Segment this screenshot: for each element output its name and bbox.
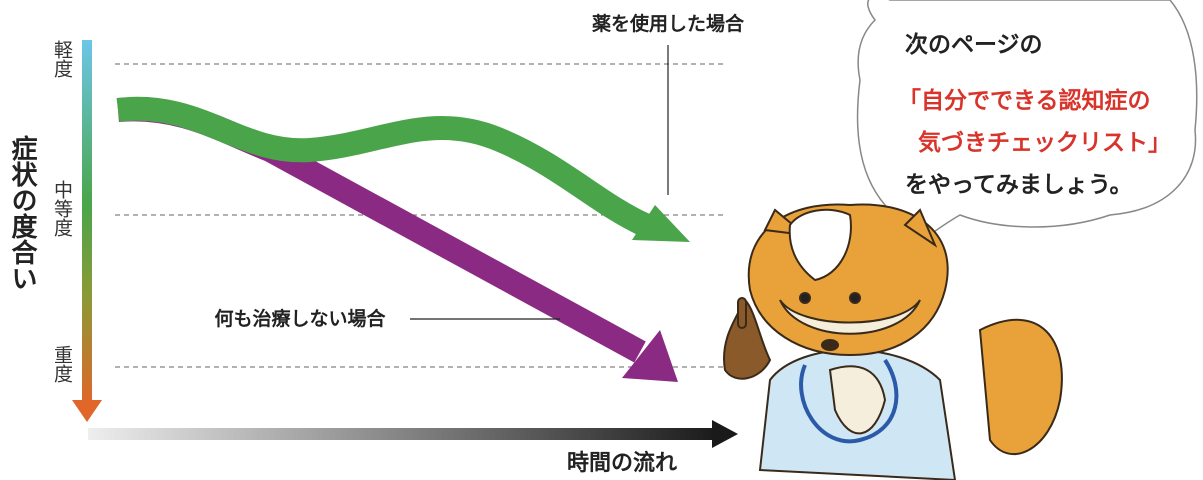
curve-label: 薬を使用した場合 [591, 12, 745, 35]
diagram: 軽度 中等度 重度 症状の度合い 時間の流れ 薬を使用した場合 何も治療しない場… [0, 0, 1203, 480]
bubble-text: をやってみましょう。 [905, 172, 1132, 198]
y-axis-title: 症状の度合い [7, 134, 37, 291]
bubble-text: 気づきチェックリスト」 [918, 129, 1171, 156]
bubble-text: 次のページの [905, 31, 1043, 58]
no-treatment-curve [118, 109, 678, 382]
level-label: 重度 [51, 345, 73, 383]
curve-label: 何も治療しない場合 [214, 307, 386, 330]
bubble-text: 「自分でできる認知症の [898, 87, 1151, 114]
fox-illustration [724, 204, 1062, 480]
level-label: 軽度 [51, 40, 73, 78]
x-axis-arrow [88, 420, 738, 448]
level-label: 中等度 [51, 180, 73, 237]
y-axis-arrow [72, 40, 102, 422]
x-axis-title: 時間の流れ [567, 450, 677, 476]
